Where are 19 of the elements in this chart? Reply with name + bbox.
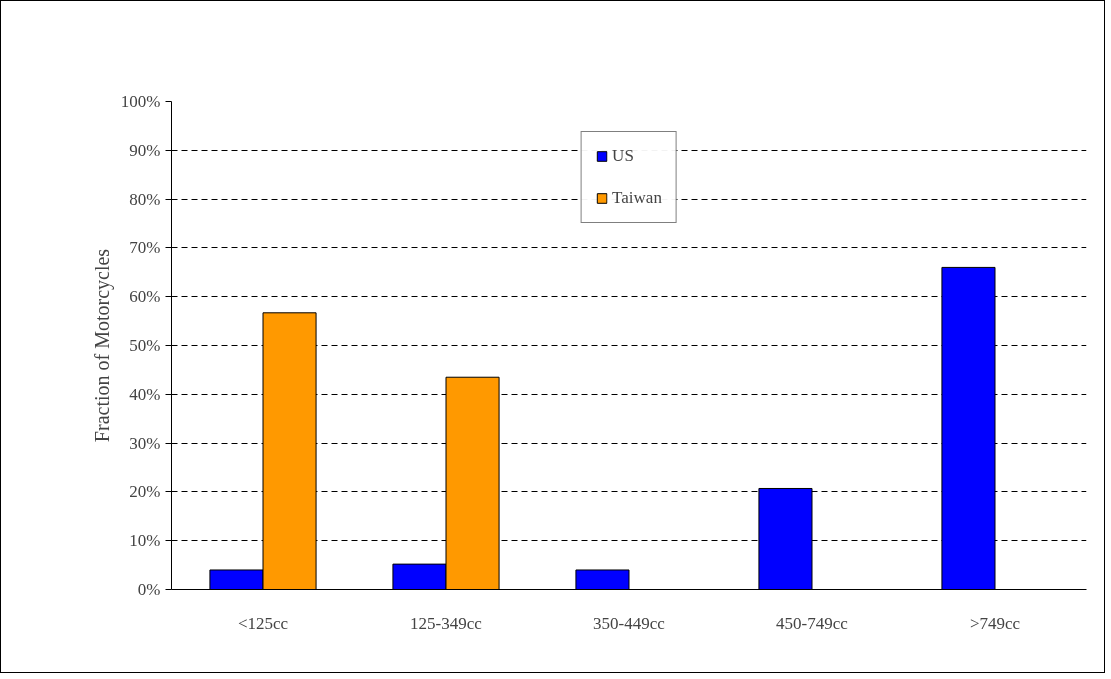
- y-tick-label: 10%: [129, 531, 161, 551]
- legend-label: Taiwan: [612, 188, 662, 208]
- y-tick-label: 70%: [129, 238, 161, 258]
- y-tick-label: 100%: [120, 92, 161, 111]
- x-tick-label: 350-449cc: [593, 613, 666, 633]
- x-tick-label: >749cc: [969, 613, 1021, 633]
- x-tick-label: <125cc: [237, 613, 289, 633]
- y-tick-label: 30%: [129, 433, 161, 453]
- y-tick-label: 40%: [129, 384, 161, 404]
- y-tick-label: 90%: [129, 140, 161, 160]
- legend-label: US: [612, 146, 634, 166]
- y-tick-label: 20%: [129, 482, 161, 502]
- y-tick-label: 80%: [129, 189, 161, 209]
- y-axis-title: Fraction of Motorcycles: [90, 248, 114, 443]
- y-tick-label: 60%: [129, 287, 161, 307]
- y-tick-label: 50%: [129, 336, 161, 355]
- x-tick-label: 125-349cc: [410, 613, 483, 633]
- y-tick-label: 0%: [137, 580, 161, 599]
- x-tick-label: 450-749cc: [776, 613, 849, 633]
